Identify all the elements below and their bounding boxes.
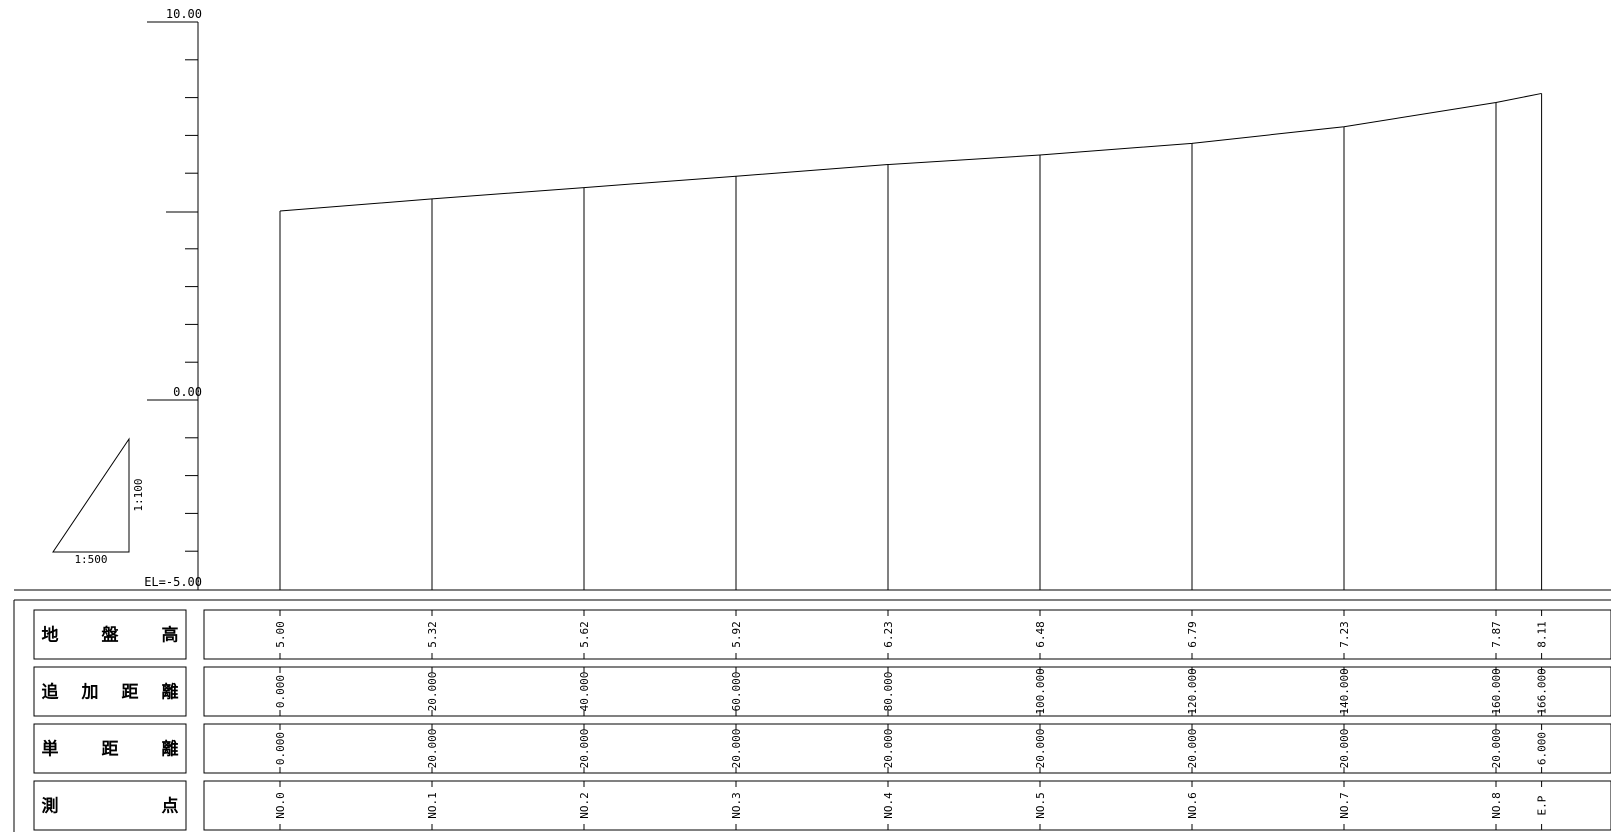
row-value-cell	[203, 609, 1611, 660]
station-value: 160.000	[1490, 668, 1503, 714]
station-value: NO.7	[1338, 792, 1351, 819]
row-label-char: 単	[42, 739, 59, 760]
station-value: 20.000	[1490, 729, 1503, 769]
station-value: 80.000	[882, 672, 895, 712]
station-value: 6.000	[1536, 732, 1549, 765]
station-value: 0.000	[274, 732, 287, 765]
station-value: 5.00	[274, 621, 287, 648]
axis-label-zero: 0.00	[173, 385, 202, 399]
station-value: NO.3	[730, 792, 743, 819]
station-row: 測 点 NO.0 NO.1 NO.2 NO.3 NO.4 NO.5 NO.6 NO.7 NO.8 E.…	[33, 780, 1611, 831]
row-label-char: 離	[162, 739, 179, 760]
station-value: 20.000	[882, 729, 895, 769]
ground-elevation-row: 地 盤 高 5.00 5.32 5.62 5.92 6.23 6.48 6.79 7.23 7.87 8…	[33, 609, 1611, 660]
station-value: 7.87	[1490, 621, 1503, 648]
station-value: E.P	[1536, 795, 1549, 815]
station-value: 20.000	[578, 729, 591, 769]
axis-minor-ticks	[185, 59, 198, 552]
scale-triangle: 1:500 1:100	[52, 437, 145, 566]
row-label-char: 離	[162, 682, 179, 703]
data-table: 地 盤 高 5.00 5.32 5.62 5.92 6.23 6.48 6.79 7.23 7.87 8…	[13, 599, 1611, 832]
ground-profile	[279, 92, 1543, 590]
row-label-cell	[33, 666, 187, 717]
station-value: NO.6	[1186, 792, 1199, 819]
row-label-cell	[33, 780, 187, 831]
axis-label-top: 10.00	[166, 7, 202, 21]
station-value: NO.1	[426, 792, 439, 819]
station-value: 20.000	[426, 729, 439, 769]
station-value: NO.0	[274, 792, 287, 819]
station-value: 166.000	[1536, 668, 1549, 714]
table-rows: 地 盤 高 5.00 5.32 5.62 5.92 6.23 6.48 6.79 7.23 7.87 8…	[33, 609, 1611, 831]
station-value: 20.000	[1338, 729, 1351, 769]
horizontal-scale-label: 1:500	[74, 553, 107, 566]
row-value-cell	[203, 780, 1611, 831]
station-value: 100.000	[1034, 668, 1047, 714]
station-value: 6.23	[882, 621, 895, 648]
station-value: 5.32	[426, 621, 439, 648]
row-label-char: 距	[102, 740, 119, 760]
ground-line	[279, 92, 1542, 212]
station-value: 40.000	[578, 672, 591, 712]
station-value: 5.62	[578, 621, 591, 648]
station-value: 20.000	[1186, 729, 1199, 769]
station-value: 6.79	[1186, 621, 1199, 648]
station-value: 8.11	[1536, 621, 1549, 648]
row-label-char: 高	[162, 625, 179, 646]
row-label-char: 地	[42, 625, 59, 646]
station-value: 140.000	[1338, 668, 1351, 714]
station-value: 20.000	[730, 729, 743, 769]
row-label-cell	[33, 609, 187, 660]
row-label-char: 点	[162, 796, 179, 817]
station-value: 120.000	[1186, 668, 1199, 714]
station-value: NO.4	[882, 792, 895, 819]
station-value: NO.5	[1034, 792, 1047, 819]
row-label-char: 盤	[102, 625, 120, 646]
row-value-cell	[203, 723, 1611, 774]
row-label-cell	[33, 723, 187, 774]
scale-triangle-shape	[52, 437, 130, 553]
single-distance-row: 単 距 離 0.000 20.000 20.000 20.000 20.000 20.000 20…	[33, 723, 1611, 774]
station-value: NO.2	[578, 792, 591, 819]
row-label-char: 測	[42, 796, 59, 817]
axis-label-bottom: EL=-5.00	[144, 575, 202, 589]
row-value-cell	[203, 666, 1611, 717]
elevation-axis: 10.00 0.00 EL=-5.00	[144, 7, 202, 590]
station-value: NO.8	[1490, 792, 1503, 819]
station-value: 0.000	[274, 675, 287, 708]
cumulative-distance-row: 追 加 距 離 0.000 20.000 40.000 60.000 80.000 100.000…	[33, 666, 1611, 717]
row-label-char: 距	[122, 683, 139, 703]
station-value: 6.48	[1034, 621, 1047, 648]
station-value: 20.000	[426, 672, 439, 712]
vertical-scale-label: 1:100	[132, 478, 145, 511]
station-value: 60.000	[730, 672, 743, 712]
station-value: 5.92	[730, 621, 743, 648]
row-label-char: 追	[42, 682, 60, 703]
station-value: 7.23	[1338, 621, 1351, 648]
row-label-char: 加	[81, 683, 99, 703]
station-value: 20.000	[1034, 729, 1047, 769]
